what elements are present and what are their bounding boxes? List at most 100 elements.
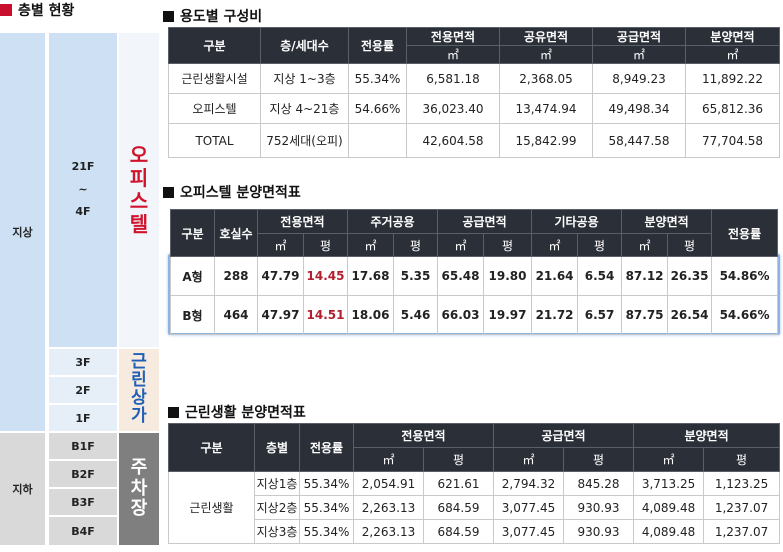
usage-cell-type: 근린생활시설	[168, 63, 261, 94]
retail-header-type: 구분	[168, 423, 255, 472]
retail-cell: 1,237.07	[703, 495, 781, 520]
floor-b3f: B3F	[49, 489, 117, 515]
officetel-header-sale: 분양면적	[621, 209, 713, 234]
table-row-total: TOTAL 752세대(오피) 42,604.58 15,842.99 58,4…	[168, 123, 780, 158]
usage-table: 구분 층/세대수 전용률 전용면적 공유면적 공급면적 분양면적 ㎡ ㎡ ㎡ ㎡…	[168, 27, 780, 158]
retail-cell-type: 근린생활	[168, 471, 255, 544]
retail-header-supply: 공급면적	[493, 423, 635, 448]
unit-sqm: ㎡	[347, 233, 395, 257]
officetel-cell: 21.72	[531, 295, 579, 335]
officetel-cell: 65.48	[437, 256, 485, 296]
officetel-cell: 21.64	[531, 256, 579, 296]
retail-title: 근린생활 분양면적표	[168, 402, 306, 422]
usage-title: 용도별 구성비	[163, 6, 262, 26]
usage-unit: ㎡	[685, 45, 780, 64]
retail-header-exclusive: 전용면적	[352, 423, 495, 448]
usage-header-ratio: 전용률	[348, 27, 407, 64]
red-square-icon	[0, 4, 12, 16]
officetel-cell: 6.54	[577, 256, 623, 296]
unit-pyeong: 평	[393, 233, 439, 257]
zone-below-label: 지하	[0, 433, 47, 545]
usage-header-exclusive: 전용면적	[406, 27, 500, 46]
officetel-cell-type: B형	[170, 295, 215, 335]
zone-above-label: 지상	[0, 33, 47, 431]
unit-sqm: ㎡	[633, 447, 705, 472]
retail-cell: 4,089.48	[633, 519, 705, 544]
officetel-cell: 26.54	[667, 295, 713, 335]
officetel-cell-units: 288	[214, 256, 258, 296]
usage-cell-sale: 65,812.36	[685, 93, 780, 124]
officetel-cell-ratio: 54.66%	[711, 295, 779, 335]
usage-cell-common: 15,842.99	[499, 123, 593, 158]
retail-cell-ratio: 55.34%	[299, 495, 354, 520]
table-row: 지상2층 55.34% 2,263.13 684.59 3,077.45 930…	[169, 495, 781, 520]
officetel-cell-highlight: 14.45	[302, 256, 349, 296]
usage-header-common: 공유면적	[499, 27, 593, 46]
table-row: 근린생활시설 지상 1~3층 55.34% 6,581.18 2,368.05 …	[168, 63, 780, 94]
usage-cell-ratio	[348, 123, 407, 158]
usage-cell-supply: 8,949.23	[592, 63, 686, 94]
officetel-header-ratio: 전용률	[711, 209, 779, 257]
officetel-cell: 47.97	[257, 295, 304, 335]
unit-sqm: ㎡	[257, 233, 304, 257]
retail-cell-floor: 지상3층	[254, 519, 300, 544]
retail-cell: 3,077.45	[493, 495, 565, 520]
usage-cell-type: 오피스텔	[168, 93, 261, 124]
unit-pyeong: 평	[703, 447, 781, 472]
usage-header-supply: 공급면적	[592, 27, 686, 46]
officetel-cell: 47.79	[257, 256, 304, 296]
table-row: 근린생활 지상1층 55.34% 2,054.91 621.61 2,794.3…	[168, 471, 781, 544]
usage-header-sale: 분양면적	[685, 27, 780, 46]
usage-unit: ㎡	[406, 45, 500, 64]
unit-sqm: ㎡	[437, 233, 485, 257]
table-row: B형 464 47.97 14.51 18.06 5.46 66.03 19.9…	[170, 295, 779, 335]
retail-cell: 1,123.25	[703, 471, 781, 496]
officetel-cell: 5.46	[393, 295, 439, 335]
usage-cell-type: TOTAL	[168, 123, 261, 158]
officetel-cell: 5.35	[393, 256, 439, 296]
usage-unit: ㎡	[499, 45, 593, 64]
usage-cell-sale: 11,892.22	[685, 63, 780, 94]
retail-cell: 2,263.13	[353, 495, 424, 520]
usage-cell-exclusive: 42,604.58	[406, 123, 500, 158]
retail-cell-ratio: 55.34%	[299, 519, 354, 544]
officetel-cell: 6.57	[577, 295, 623, 335]
officetel-cell-type: A형	[170, 256, 215, 296]
officetel-title: 오피스텔 분양면적표	[163, 182, 301, 202]
officetel-cell: 19.97	[483, 295, 533, 335]
retail-cell: 2,054.91	[353, 471, 424, 496]
usage-header-floors: 층/세대수	[260, 27, 349, 64]
retail-cell-floor: 지상2층	[254, 495, 300, 520]
usage-cell-exclusive: 36,023.40	[406, 93, 500, 124]
black-square-icon	[168, 407, 179, 418]
unit-pyeong: 평	[422, 447, 495, 472]
unit-pyeong: 평	[483, 233, 533, 257]
unit-pyeong: 평	[667, 233, 713, 257]
retail-cell: 845.28	[563, 471, 635, 496]
officetel-cell: 17.68	[347, 256, 395, 296]
retail-cell: 3,713.25	[633, 471, 705, 496]
black-square-icon	[163, 187, 174, 198]
unit-sqm: ㎡	[353, 447, 424, 472]
retail-cell: 4,089.48	[633, 495, 705, 520]
retail-label: 근 린 상 가	[119, 349, 159, 431]
officetel-header-other: 기타공용	[531, 209, 623, 234]
retail-cell: 2,263.13	[353, 519, 424, 544]
retail-cell: 621.61	[422, 471, 495, 496]
retail-cell: 2,794.32	[493, 471, 565, 496]
office-floor-range: 21F ~ 4F	[49, 33, 117, 347]
unit-pyeong: 평	[302, 233, 349, 257]
usage-cell-supply: 49,498.34	[592, 93, 686, 124]
usage-header-type: 구분	[168, 27, 261, 64]
officetel-cell: 26.35	[667, 256, 713, 296]
officetel-label: 오 피 스 텔	[119, 33, 159, 347]
retail-cell: 684.59	[422, 519, 495, 544]
floor-2f: 2F	[49, 377, 117, 403]
retail-cell: 684.59	[422, 495, 495, 520]
officetel-cell: 66.03	[437, 295, 485, 335]
floor-1f: 1F	[49, 405, 117, 431]
usage-cell-exclusive: 6,581.18	[406, 63, 500, 94]
unit-pyeong: 평	[577, 233, 623, 257]
unit-sqm: ㎡	[621, 233, 669, 257]
table-row: 오피스텔 지상 4~21층 54.66% 36,023.40 13,474.94…	[168, 93, 780, 124]
